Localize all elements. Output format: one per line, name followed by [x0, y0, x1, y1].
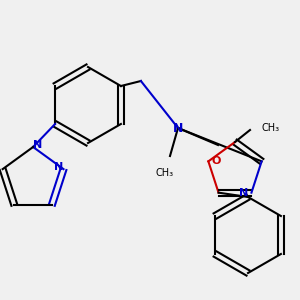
Text: CH₃: CH₃	[262, 123, 280, 133]
Text: N: N	[34, 140, 43, 150]
Text: N: N	[173, 122, 183, 134]
Text: O: O	[212, 156, 221, 166]
Text: N: N	[54, 162, 63, 172]
Text: CH₃: CH₃	[156, 168, 174, 178]
Text: N: N	[239, 188, 248, 198]
